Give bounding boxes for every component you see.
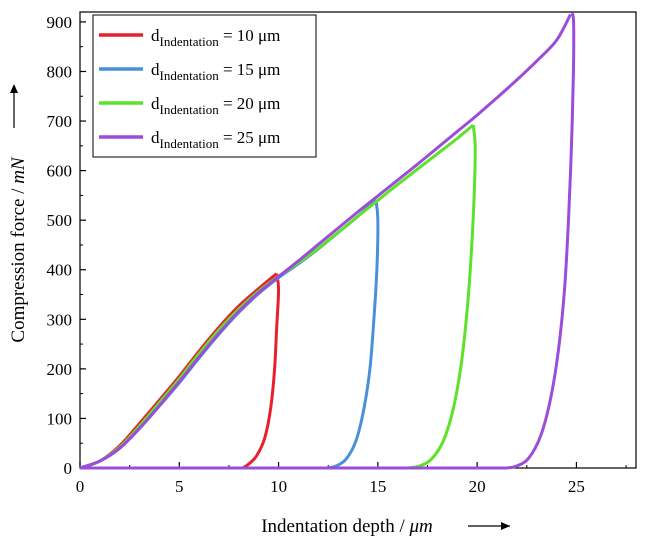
legend-value: = 20 μm <box>219 94 281 113</box>
y-tick-label: 500 <box>47 211 73 230</box>
loading-curve <box>79 198 377 470</box>
legend-subscript: Indentation <box>160 102 220 117</box>
x-tick-label: 0 <box>76 477 85 496</box>
y-tick-label: 400 <box>47 261 73 280</box>
x-tick-label: 5 <box>175 477 184 496</box>
y-tick-label: 600 <box>47 162 73 181</box>
y-axis-ticks: 0 100 200 300 400 500 600 700 800 900 <box>47 13 86 478</box>
plot-area: 0 5 10 15 20 25 0 100 200 300 400 500 600 700 800 900 <box>47 11 637 496</box>
series-2 <box>79 198 380 470</box>
y-axis-arrow-icon <box>10 84 18 128</box>
y-tick-label: 300 <box>47 310 73 329</box>
y-axis-unit: mN <box>8 156 29 184</box>
y-tick-label: 800 <box>47 62 73 81</box>
unloading-curve <box>327 199 380 470</box>
y-tick-label: 200 <box>47 360 73 379</box>
unloading-curve <box>241 273 281 470</box>
legend-value: = 25 μm <box>219 128 281 147</box>
legend-subscript: Indentation <box>160 68 220 83</box>
loading-curve <box>79 123 475 470</box>
legend-subscript: Indentation <box>160 34 220 49</box>
unloading-curve <box>506 12 576 470</box>
y-tick-label: 100 <box>47 409 73 428</box>
y-tick-label: 0 <box>64 459 73 478</box>
x-tick-label: 10 <box>270 477 287 496</box>
legend-value: = 15 μm <box>219 60 281 79</box>
series-4 <box>79 12 576 470</box>
x-tick-label: 20 <box>469 477 486 496</box>
legend-box <box>92 14 317 158</box>
unloading-curve <box>407 124 477 470</box>
x-axis-title: Indentation depth / μm <box>261 516 433 537</box>
y-axis-title: Compression force / mN <box>8 156 29 343</box>
legend-value: = 10 μm <box>219 26 281 45</box>
x-axis-unit: μm <box>409 516 433 537</box>
x-tick-label: 15 <box>369 477 386 496</box>
y-tick-label: 700 <box>47 112 73 131</box>
x-tick-label: 25 <box>568 477 585 496</box>
x-axis-ticks: 0 5 10 15 20 25 <box>76 462 627 496</box>
series-layer <box>79 12 576 470</box>
x-axis-arrow-icon <box>468 522 510 530</box>
y-tick-label: 900 <box>47 13 73 32</box>
legend-subscript: Indentation <box>160 136 220 151</box>
loading-curve <box>79 13 572 470</box>
